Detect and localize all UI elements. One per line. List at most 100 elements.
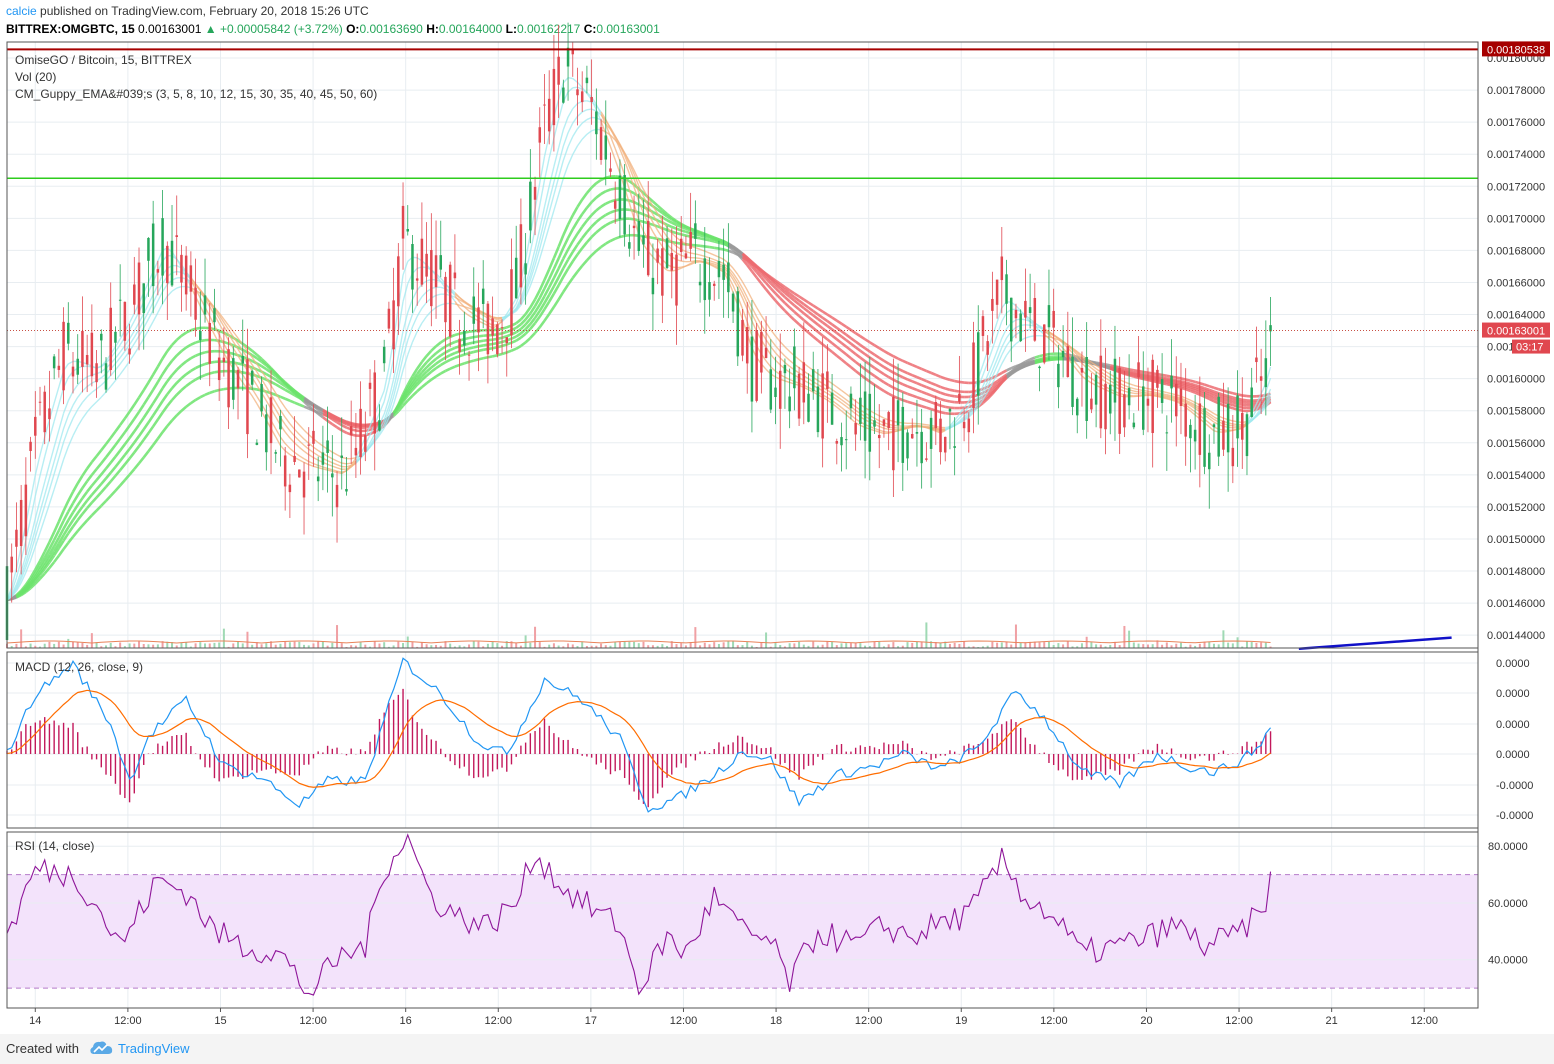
guppy-short-ema-segment [383, 367, 390, 391]
guppy-long-ema-segment [449, 346, 456, 352]
guppy-short-ema-segment [72, 384, 79, 392]
volume-bar [199, 642, 202, 648]
guppy-short-ema-segment [1105, 377, 1111, 382]
guppy-short-ema-segment [128, 336, 135, 346]
guppy-long-ema-segment [1128, 370, 1135, 374]
guppy-long-ema-segment [859, 356, 866, 363]
guppy-long-ema-segment [817, 330, 824, 337]
guppy-long-ema-segment [552, 246, 560, 259]
volume-bar [1189, 644, 1192, 648]
guppy-long-ema-segment [1194, 385, 1201, 390]
guppy-long-ema-segment [581, 219, 588, 228]
volume-bar [996, 642, 999, 648]
tradingview-brand[interactable]: TradingView [118, 1041, 190, 1056]
guppy-short-ema-segment [982, 381, 989, 392]
guppy-long-ema-segment [416, 371, 423, 379]
guppy-short-ema-segment [581, 133, 588, 140]
guppy-long-ema-segment [624, 233, 630, 238]
candle-body [986, 341, 989, 355]
guppy-long-ema-segment [251, 354, 258, 360]
candle-body [199, 330, 202, 341]
guppy-long-ema-segment [784, 302, 791, 309]
candle-body [703, 258, 707, 301]
candle-body [1255, 357, 1258, 363]
guppy-short-ema-segment [454, 296, 460, 301]
guppy-short-ema-segment [543, 157, 550, 181]
guppy-long-ema-segment [463, 347, 470, 352]
guppy-long-ema-segment [916, 395, 923, 401]
time-axis-tick-label: 14 [29, 1015, 41, 1027]
guppy-long-ema-segment [501, 335, 508, 339]
volume-bar [1071, 646, 1074, 648]
guppy-short-ema-segment [963, 416, 970, 421]
guppy-long-ema-segment [704, 233, 710, 238]
publisher-name[interactable]: calcie [6, 4, 37, 18]
guppy-short-ema-segment [20, 555, 27, 572]
guppy-short-ema-segment [524, 279, 531, 293]
guppy-short-ema-segment [671, 232, 677, 239]
guppy-short-ema-segment [557, 101, 565, 120]
guppy-long-ema-segment [571, 243, 579, 253]
guppy-short-ema-segment [1208, 410, 1215, 415]
trend-line [1298, 636, 1452, 651]
guppy-long-ema-segment [741, 258, 749, 266]
guppy-short-ema-segment [114, 338, 121, 348]
guppy-long-ema-segment [538, 308, 546, 318]
guppy-long-ema-segment [774, 283, 782, 290]
guppy-long-ema-segment [435, 359, 442, 365]
volume-bar [270, 641, 273, 648]
guppy-long-ema-segment [614, 235, 621, 240]
guppy-long-ema-segment [878, 386, 885, 393]
guppy-long-ema-segment [152, 381, 159, 391]
guppy-short-ema-segment [874, 412, 880, 417]
guppy-long-ema-segment [552, 276, 560, 287]
volume-bar [1222, 630, 1225, 648]
guppy-long-ema-segment [1194, 380, 1201, 385]
guppy-short-ema-segment [313, 465, 319, 469]
guppy-long-ema-segment [241, 342, 249, 349]
guppy-long-ema-segment [133, 445, 141, 454]
guppy-long-ema-segment [595, 205, 602, 212]
candle-body [321, 452, 325, 465]
macd-axis-tick-label: -0.0000 [1496, 810, 1533, 822]
guppy-long-ema-segment [949, 394, 955, 398]
guppy-short-ema-segment [44, 489, 51, 506]
guppy-long-ema-segment [48, 550, 56, 560]
guppy-short-ema-segment [652, 214, 659, 223]
guppy-short-ema-segment [695, 257, 701, 260]
guppy-short-ema-segment [1067, 344, 1073, 349]
guppy-long-ema-segment [1223, 393, 1229, 398]
guppy-short-ema-segment [227, 340, 234, 349]
guppy-long-ema-segment [67, 511, 75, 521]
guppy-short-ema-segment [737, 279, 744, 289]
guppy-long-ema-segment [916, 382, 923, 387]
guppy-long-ema-segment [251, 387, 258, 391]
chart-canvas[interactable]: 0.001440000.001460000.001480000.00150000… [0, 0, 1554, 1034]
volume-bar [1212, 643, 1215, 648]
guppy-short-ema-segment [1048, 331, 1055, 336]
guppy-short-ema-segment [765, 360, 772, 368]
guppy-short-ema-segment [1260, 403, 1267, 411]
guppy-short-ema-segment [298, 455, 305, 460]
guppy-short-ema-segment [25, 546, 32, 563]
guppy-short-ema-segment [1001, 312, 1008, 322]
guppy-long-ema-segment [397, 404, 405, 413]
guppy-long-ema-segment [826, 338, 833, 345]
guppy-short-ema-segment [459, 299, 465, 304]
guppy-long-ema-segment [1204, 386, 1210, 392]
guppy-long-ema-segment [86, 484, 93, 493]
guppy-long-ema-segment [741, 252, 749, 259]
volume-bar [1019, 642, 1022, 648]
guppy-long-ema-segment [128, 441, 136, 450]
candle-body [1179, 388, 1183, 406]
guppy-short-ema-segment [426, 310, 432, 317]
guppy-long-ema-segment [996, 371, 1003, 377]
guppy-long-ema-segment [473, 345, 479, 349]
last-price-box [1482, 322, 1550, 338]
candle-body [835, 441, 839, 444]
volume-bar [981, 646, 984, 648]
guppy-short-ema-segment [991, 365, 998, 377]
guppy-long-ema-segment [114, 449, 122, 458]
guppy-short-ema-segment [34, 499, 41, 519]
volume-bar [114, 646, 117, 648]
